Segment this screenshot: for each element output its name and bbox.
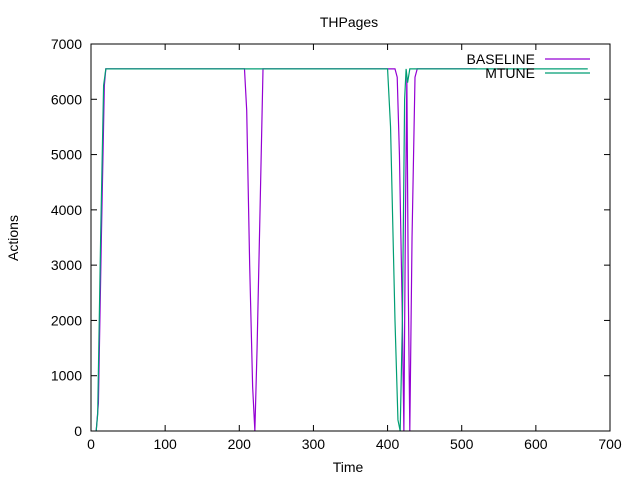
x-tick-label: 600	[524, 436, 548, 452]
x-tick-label: 100	[153, 436, 177, 452]
series-layer	[95, 68, 588, 432]
x-tick-label: 0	[87, 436, 95, 452]
chart-title: THPages	[320, 14, 378, 30]
y-tick-label: 4000	[51, 202, 82, 218]
x-tick-label: 400	[376, 436, 400, 452]
y-tick-label: 1000	[51, 368, 82, 384]
legend-label-mtune: MTUNE	[485, 65, 535, 81]
plot-frame	[90, 43, 611, 432]
legend-label-baseline: BASELINE	[467, 51, 535, 67]
y-axis-label: Actions	[5, 215, 21, 261]
y-tick-label: 6000	[51, 91, 82, 107]
y-tick-label: 5000	[51, 147, 82, 163]
x-tick-label: 300	[302, 436, 326, 452]
series-line-baseline	[95, 68, 477, 432]
x-tick-label: 500	[450, 436, 474, 452]
x-tick-label: 700	[598, 436, 622, 452]
x-tick-label: 200	[228, 436, 252, 452]
y-tick-label: 2000	[51, 312, 82, 328]
y-tick-label: 0	[74, 423, 82, 439]
y-tick-label: 7000	[51, 36, 82, 52]
series-line-mtune	[95, 68, 588, 432]
x-axis-label: Time	[333, 459, 364, 475]
axes-layer: 0 100 200 300 400 500 600 700010002000300040005…	[51, 36, 622, 452]
y-tick-label: 3000	[51, 257, 82, 273]
